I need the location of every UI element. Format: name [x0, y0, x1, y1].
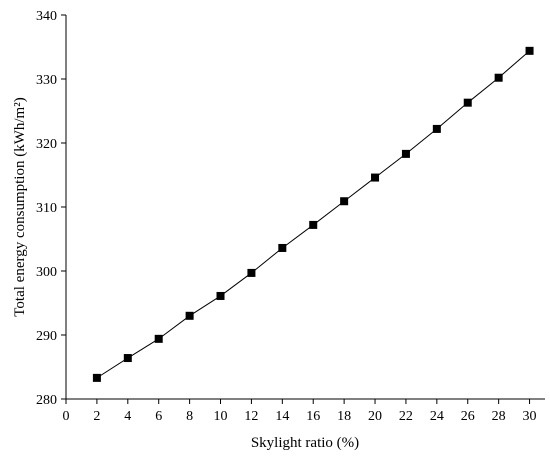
- x-tick-label: 28: [492, 409, 506, 424]
- x-tick-label: 12: [244, 409, 258, 424]
- x-tick-label: 16: [306, 409, 320, 424]
- marker: [216, 291, 225, 300]
- marker: [154, 334, 163, 343]
- x-tick-label: 22: [399, 409, 413, 424]
- marker: [185, 311, 194, 320]
- marker: [432, 124, 441, 133]
- marker: [463, 98, 472, 107]
- marker: [123, 354, 132, 363]
- x-axis-label: Skylight ratio (%): [251, 435, 359, 451]
- y-tick-label: 310: [36, 201, 57, 216]
- x-tick-label: 4: [124, 409, 131, 424]
- x-tick-label: 14: [275, 409, 289, 424]
- marker: [401, 149, 410, 158]
- marker: [371, 173, 380, 182]
- marker: [278, 243, 287, 252]
- marker: [525, 46, 534, 55]
- x-tick-label: 8: [186, 409, 193, 424]
- y-tick-label: 300: [36, 265, 57, 280]
- x-tick-label: 26: [461, 409, 475, 424]
- x-tick-label: 2: [93, 409, 100, 424]
- y-tick-label: 330: [36, 73, 57, 88]
- marker: [309, 220, 318, 229]
- marker: [247, 268, 256, 277]
- x-tick-label: 24: [430, 409, 444, 424]
- y-tick-label: 340: [36, 9, 57, 24]
- y-tick-label: 320: [36, 137, 57, 152]
- y-tick-label: 290: [36, 329, 57, 344]
- x-tick-label: 6: [155, 409, 162, 424]
- x-tick-label: 10: [214, 409, 228, 424]
- marker: [494, 73, 503, 82]
- x-tick-label: 20: [368, 409, 382, 424]
- marker: [340, 197, 349, 206]
- y-tick-label: 280: [36, 393, 57, 408]
- x-tick-label: 18: [337, 409, 351, 424]
- marker: [92, 373, 101, 382]
- x-tick-label: 0: [63, 409, 70, 424]
- x-tick-label: 30: [523, 409, 537, 424]
- y-axis-label: Total energy consumption (kWh/m²): [12, 97, 28, 316]
